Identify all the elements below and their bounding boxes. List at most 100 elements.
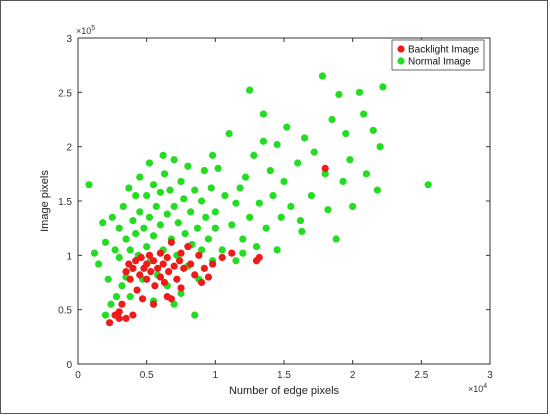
data-point (129, 216, 137, 225)
data-point (170, 156, 178, 164)
data-point (239, 235, 247, 243)
data-point (152, 202, 160, 211)
data-point (122, 268, 130, 276)
data-point (149, 181, 158, 189)
legend-marker (397, 45, 405, 53)
legend-label: Backlight Image (408, 45, 480, 56)
x-tick-label: 1 (213, 370, 219, 381)
data-point (165, 268, 173, 276)
data-point (277, 213, 285, 221)
series-normal-image (85, 72, 432, 319)
data-point (145, 159, 154, 167)
data-point (252, 243, 261, 251)
y-tick-label: 3 (66, 34, 72, 45)
data-point (136, 271, 144, 279)
data-point (296, 216, 305, 225)
data-point (301, 134, 309, 142)
data-point (111, 246, 119, 254)
data-point (294, 159, 302, 167)
data-point (118, 282, 126, 290)
data-point (177, 284, 185, 292)
data-point (105, 319, 114, 327)
data-point (136, 173, 144, 181)
data-point (255, 199, 263, 207)
data-point (90, 249, 99, 257)
x-axis-multiplier: ×104 (468, 383, 487, 394)
data-point (125, 184, 133, 192)
data-point (204, 235, 213, 243)
data-point (147, 268, 155, 276)
data-point (132, 230, 140, 238)
data-point (156, 188, 164, 196)
data-point (156, 221, 164, 229)
data-point (266, 166, 274, 175)
data-point (156, 249, 164, 257)
data-point (376, 143, 384, 151)
data-point (342, 130, 350, 138)
data-point (332, 235, 340, 243)
data-point (187, 260, 195, 268)
data-point (137, 253, 145, 262)
legend-label: Normal Image (408, 57, 471, 68)
x-tick-label: 2 (350, 370, 356, 381)
data-point (118, 300, 126, 308)
data-point (262, 224, 270, 232)
data-point (335, 90, 343, 99)
x-tick-label: 0.5 (140, 370, 154, 381)
data-point (126, 246, 134, 254)
data-point (143, 275, 151, 283)
data-point (115, 314, 123, 322)
data-point (310, 148, 318, 156)
data-point (211, 208, 219, 216)
data-point (107, 300, 115, 308)
data-point (362, 170, 370, 178)
x-axis-label: Number of edge pixels (229, 385, 340, 397)
data-point (198, 197, 206, 205)
data-point (228, 249, 236, 257)
data-point (236, 184, 244, 192)
y-tick-label: 1.5 (58, 197, 72, 208)
data-point (112, 293, 121, 301)
data-point (119, 202, 127, 211)
data-point (181, 230, 189, 238)
data-point (85, 181, 93, 189)
y-tick-label: 2.5 (58, 88, 72, 99)
data-point (170, 202, 178, 211)
data-point (126, 275, 134, 283)
series-backlight-image (105, 164, 329, 327)
data-point (218, 246, 226, 254)
data-point (321, 170, 329, 178)
data-point (149, 257, 158, 265)
data-point (166, 186, 174, 194)
data-points (85, 72, 432, 327)
axes-box (77, 37, 491, 365)
data-point (149, 232, 158, 240)
data-point (138, 295, 147, 303)
y-tick-label: 0.5 (58, 306, 72, 317)
data-point (211, 224, 219, 232)
data-point (269, 191, 277, 200)
data-point (174, 219, 182, 227)
plot-area-border (77, 37, 491, 365)
data-point (126, 293, 134, 301)
data-point (218, 253, 226, 262)
data-point (259, 137, 267, 145)
data-point (246, 86, 254, 94)
data-point (207, 184, 215, 192)
data-point (154, 264, 162, 272)
data-point (373, 186, 381, 194)
data-point (104, 275, 112, 283)
data-point (255, 253, 263, 262)
data-point (177, 249, 185, 257)
y-axis-multiplier: ×105 (76, 25, 95, 36)
data-point (115, 253, 123, 262)
data-point (115, 308, 123, 316)
x-tick-label: 3 (487, 370, 493, 381)
data-point (321, 164, 329, 172)
data-point (221, 191, 229, 200)
data-point (193, 224, 202, 232)
data-point (208, 260, 217, 268)
data-point (159, 151, 167, 159)
data-point (187, 208, 195, 216)
